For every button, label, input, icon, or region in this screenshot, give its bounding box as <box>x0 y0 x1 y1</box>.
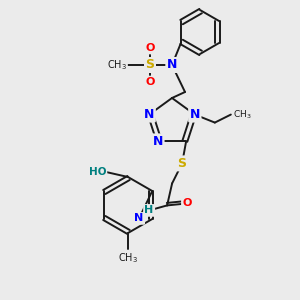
Text: N: N <box>144 108 154 121</box>
Text: H: H <box>145 206 154 215</box>
Text: HO: HO <box>88 167 106 177</box>
Text: N: N <box>134 213 144 224</box>
Text: N: N <box>190 108 200 121</box>
Text: N: N <box>153 135 163 148</box>
Text: N: N <box>167 58 177 71</box>
Text: O: O <box>145 43 155 53</box>
Text: O: O <box>145 77 155 87</box>
Text: CH$_3$: CH$_3$ <box>107 58 127 72</box>
Text: CH$_3$: CH$_3$ <box>118 251 138 265</box>
Text: CH$_3$: CH$_3$ <box>233 108 251 121</box>
Text: S: S <box>146 58 154 71</box>
Text: O: O <box>182 198 192 208</box>
Text: S: S <box>178 157 187 170</box>
